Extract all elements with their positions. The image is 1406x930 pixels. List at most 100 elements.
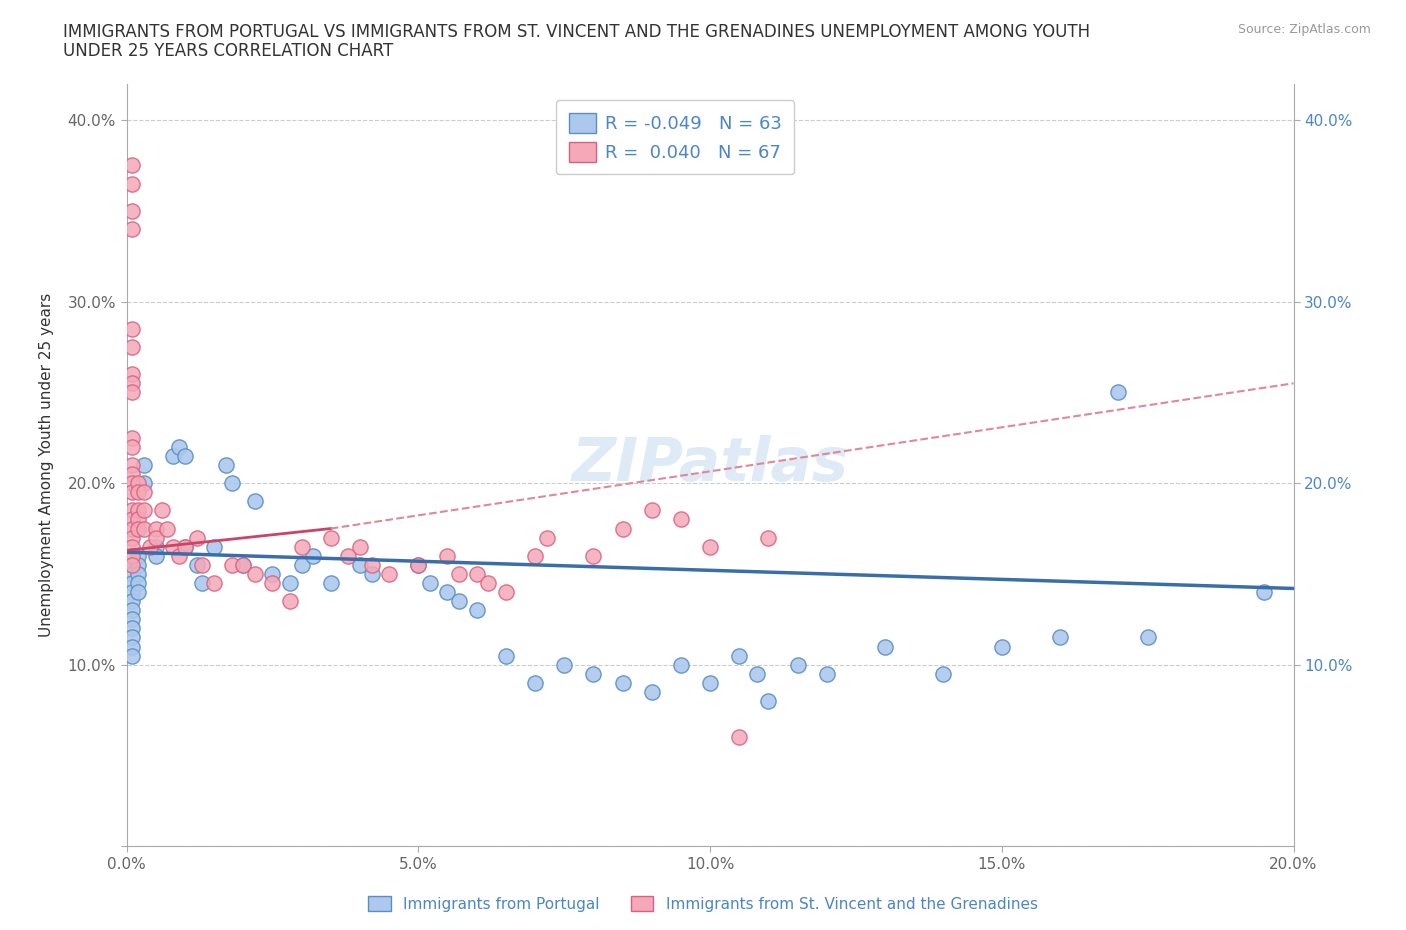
Point [640,503,664,518]
Point [436,585,458,600]
Point [121,621,143,636]
Point [132,476,155,491]
Point [132,485,155,499]
Point [582,549,605,564]
Point [278,593,301,608]
Point [875,639,897,654]
Point [121,176,143,191]
Point [728,730,751,745]
Point [121,576,143,591]
Point [319,576,342,591]
Point [1049,630,1071,644]
Point [127,485,149,499]
Point [127,521,149,536]
Point [669,512,692,527]
Point [121,366,143,381]
Point [121,648,143,663]
Point [121,467,143,482]
Point [699,539,721,554]
Point [121,557,143,572]
Point [524,549,547,564]
Point [132,521,155,536]
Point [121,339,143,354]
Point [495,585,517,600]
Point [121,612,143,627]
Point [1253,585,1275,600]
Point [495,648,517,663]
Point [221,476,243,491]
Point [378,566,401,581]
Point [191,557,214,572]
Point [156,521,179,536]
Point [121,557,143,572]
Point [243,494,266,509]
Point [132,503,155,518]
Point [232,557,254,572]
Point [202,576,225,591]
Point [221,557,243,572]
Point [127,476,149,491]
Point [477,576,499,591]
Point [290,557,312,572]
Point [174,539,197,554]
Point [582,667,605,682]
Point [186,557,208,572]
Point [121,476,143,491]
Point [756,530,779,545]
Point [612,521,634,536]
Text: IMMIGRANTS FROM PORTUGAL VS IMMIGRANTS FROM ST. VINCENT AND THE GRENADINES UNEMP: IMMIGRANTS FROM PORTUGAL VS IMMIGRANTS F… [63,23,1091,41]
Point [121,549,143,564]
Point [145,549,167,564]
Point [436,549,458,564]
Point [121,539,143,554]
Y-axis label: Unemployment Among Youth under 25 years: Unemployment Among Youth under 25 years [39,293,53,637]
Point [215,458,238,472]
Point [612,675,634,690]
Point [121,566,143,581]
Point [121,431,143,445]
Point [728,648,751,663]
Point [162,539,184,554]
Point [408,557,430,572]
Point [127,503,149,518]
Legend: R = -0.049   N = 63, R =  0.040   N = 67: R = -0.049 N = 63, R = 0.040 N = 67 [555,100,794,175]
Point [127,512,149,527]
Point [932,667,955,682]
Point [121,630,143,644]
Point [132,458,155,472]
Point [319,530,342,545]
Point [232,557,254,572]
Point [174,539,197,554]
Point [449,593,471,608]
Legend: Immigrants from Portugal, Immigrants from St. Vincent and the Grenadines: Immigrants from Portugal, Immigrants fro… [363,889,1043,918]
Point [121,603,143,618]
Point [349,539,371,554]
Point [145,539,167,554]
Point [121,521,143,536]
Point [145,521,167,536]
Text: UNDER 25 YEARS CORRELATION CHART: UNDER 25 YEARS CORRELATION CHART [63,42,394,60]
Point [465,566,488,581]
Point [150,503,173,518]
Point [745,667,768,682]
Text: ZIPatlas: ZIPatlas [571,435,849,495]
Point [162,448,184,463]
Point [553,658,575,672]
Point [243,566,266,581]
Point [262,576,284,591]
Point [121,458,143,472]
Point [121,158,143,173]
Point [121,530,143,545]
Point [121,385,143,400]
Point [121,376,143,391]
Point [349,557,371,572]
Point [191,576,214,591]
Point [127,585,149,600]
Point [669,658,692,672]
Point [139,539,162,554]
Point [167,549,190,564]
Point [408,557,430,572]
Point [121,322,143,337]
Point [121,204,143,219]
Point [121,512,143,527]
